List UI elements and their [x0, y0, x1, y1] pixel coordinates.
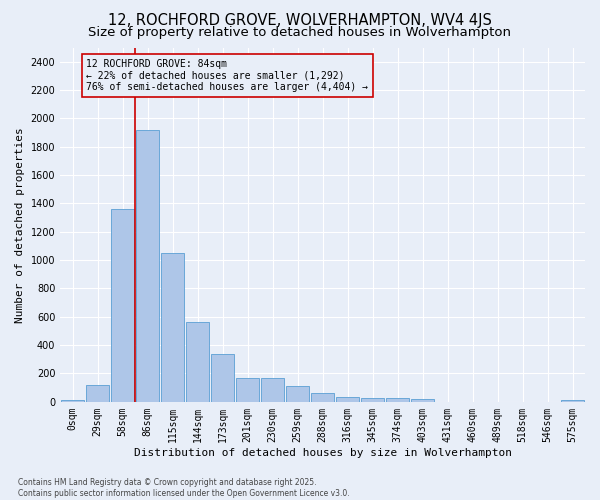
Bar — [361, 398, 384, 402]
Bar — [286, 386, 309, 402]
Bar — [561, 400, 584, 402]
Bar — [236, 378, 259, 402]
Bar — [61, 400, 84, 402]
Bar — [161, 253, 184, 402]
Text: Size of property relative to detached houses in Wolverhampton: Size of property relative to detached ho… — [89, 26, 511, 39]
Y-axis label: Number of detached properties: Number of detached properties — [15, 127, 25, 322]
Bar — [261, 378, 284, 402]
Bar — [311, 394, 334, 402]
X-axis label: Distribution of detached houses by size in Wolverhampton: Distribution of detached houses by size … — [134, 448, 512, 458]
Bar — [336, 397, 359, 402]
Bar — [136, 130, 159, 402]
Bar — [211, 354, 234, 402]
Bar — [86, 385, 109, 402]
Text: Contains HM Land Registry data © Crown copyright and database right 2025.
Contai: Contains HM Land Registry data © Crown c… — [18, 478, 350, 498]
Bar — [411, 399, 434, 402]
Text: 12 ROCHFORD GROVE: 84sqm
← 22% of detached houses are smaller (1,292)
76% of sem: 12 ROCHFORD GROVE: 84sqm ← 22% of detach… — [86, 59, 368, 92]
Bar — [111, 209, 134, 402]
Bar — [186, 322, 209, 402]
Text: 12, ROCHFORD GROVE, WOLVERHAMPTON, WV4 4JS: 12, ROCHFORD GROVE, WOLVERHAMPTON, WV4 4… — [108, 12, 492, 28]
Bar — [386, 398, 409, 402]
